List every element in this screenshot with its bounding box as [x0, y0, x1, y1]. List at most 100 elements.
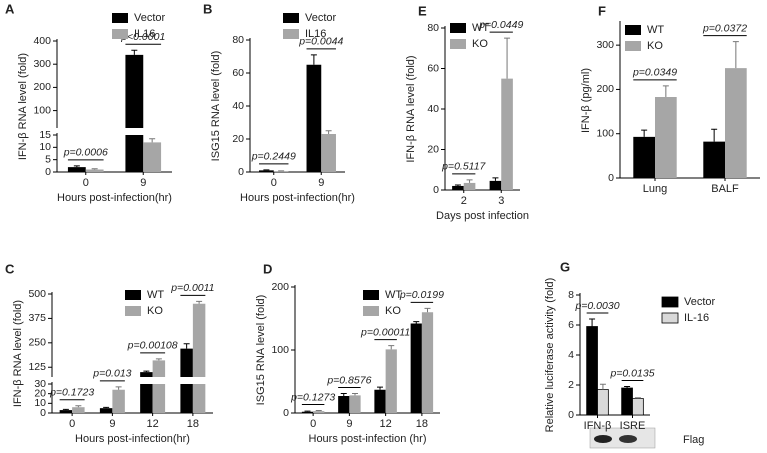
x-tick-label: 18 — [187, 418, 199, 430]
y-tick-label: 10 — [34, 397, 46, 409]
y-tick-label: 40 — [232, 100, 244, 112]
bar — [374, 389, 386, 413]
bar — [112, 389, 125, 413]
error-bar — [196, 300, 203, 304]
p-value: p=0.0349 — [632, 67, 677, 79]
error-bar — [377, 386, 384, 390]
legend-label: WT — [385, 289, 402, 301]
bar — [621, 387, 633, 416]
error-bar — [662, 85, 669, 97]
panel-letter: E — [418, 3, 427, 18]
x-axis-label: Days post infection — [436, 210, 529, 222]
y-tick-label: 250 — [28, 337, 46, 349]
panel-chart: E 0 20 40 60 80 IFN-β RNA level (fold) Days pos… — [405, 3, 529, 221]
y-tick-label: 300 — [33, 58, 51, 70]
blot-band — [619, 435, 637, 443]
panel-chart: B 0 20 40 60 80 ISG15 RNA level (fold) Hours po… — [203, 1, 355, 203]
y-tick-label: 8 — [568, 289, 574, 301]
bar — [99, 408, 113, 413]
legend-label: IL16 — [305, 28, 326, 40]
bar — [703, 141, 725, 178]
bar — [152, 360, 166, 413]
x-tick-label: 12 — [380, 418, 392, 430]
p-value: p=0.0030 — [574, 300, 619, 312]
y-axis-label: IFN-β RNA level (fold) — [12, 300, 24, 407]
bar — [597, 389, 609, 416]
y-tick-label: 200 — [33, 81, 51, 93]
y-axis-label: IFN-β RNA level (fold) — [405, 55, 417, 162]
p-value: p<0.0001 — [120, 31, 165, 43]
y-tick-label: 80 — [427, 22, 439, 34]
bar — [67, 167, 86, 172]
legend-label: KO — [647, 40, 663, 52]
legend-swatch — [450, 23, 466, 33]
legend-swatch — [283, 13, 299, 23]
error-bar — [115, 386, 122, 390]
y-tick-label: 300 — [596, 39, 614, 51]
y-tick-label: 2 — [568, 379, 574, 391]
error-bar — [310, 54, 317, 65]
legend-label: IL16 — [134, 28, 155, 40]
bar — [85, 169, 104, 172]
legend-swatch — [625, 25, 641, 35]
error-bar — [155, 358, 162, 361]
panel-chart: G 0 2 4 6 8 Relative luciferase activity (fold… — [544, 259, 716, 432]
error-bar — [351, 392, 358, 396]
x-tick-label: ISRE — [620, 420, 646, 432]
bar — [349, 395, 361, 413]
y-tick-label: 0 — [283, 407, 289, 419]
error-bar — [143, 370, 150, 373]
error-bar — [73, 165, 80, 168]
error-bar — [589, 318, 596, 327]
y-tick-label: 0 — [238, 166, 244, 178]
error-bar — [413, 321, 420, 324]
p-value: p=0.013 — [92, 368, 131, 380]
bar — [385, 349, 397, 413]
y-tick-label: 40 — [427, 103, 439, 115]
p-value: p=0.2449 — [251, 151, 296, 163]
y-tick-label: 10 — [39, 141, 51, 153]
bar — [313, 411, 325, 413]
y-tick-label: 20 — [232, 133, 244, 145]
bar — [586, 326, 598, 416]
bar — [59, 410, 73, 413]
y-tick-label: 375 — [28, 312, 46, 324]
legend-swatch — [450, 39, 466, 49]
error-bar — [732, 41, 739, 69]
bar — [338, 395, 350, 413]
error-bar — [304, 410, 311, 412]
error-bar — [75, 405, 82, 408]
p-value: p=0.0011 — [170, 282, 214, 294]
x-tick-label: 3 — [498, 195, 504, 207]
y-axis-label: IFN-β (pg/ml) — [580, 68, 592, 133]
bar — [192, 303, 206, 413]
error-bar — [183, 343, 190, 349]
legend-swatch — [625, 41, 641, 51]
panel-chart: F 0 100 200 300 IFN-β (pg/ml) Lung p=0.0349 BALF… — [580, 3, 760, 195]
y-tick-label: 6 — [568, 319, 574, 331]
bar — [463, 182, 476, 190]
y-tick-label: 60 — [232, 67, 244, 79]
legend-label: IL-16 — [684, 312, 709, 324]
panel-letter: B — [203, 1, 212, 16]
p-value: p=0.00011 — [360, 326, 410, 338]
y-axis-label: Relative luciferase activity (fold) — [544, 278, 556, 433]
legend-swatch — [661, 312, 679, 324]
error-bar — [492, 177, 499, 181]
y-tick-label: 0 — [433, 184, 439, 196]
error-bar — [149, 138, 156, 143]
legend-swatch — [112, 29, 128, 39]
bar — [72, 407, 85, 413]
y-tick-label: 5 — [45, 153, 51, 165]
p-value: p=0.0199 — [399, 289, 444, 301]
blot-label: Flag — [683, 434, 704, 446]
p-value: p=0.1723 — [49, 387, 94, 399]
error-bar — [131, 49, 138, 55]
y-tick-label: 15 — [39, 129, 51, 141]
panel-chart: D 0 100 200 ISG15 RNA level (fold) Hours post… — [255, 261, 444, 444]
legend-label: KO — [472, 38, 488, 50]
legend-swatch — [363, 306, 379, 316]
y-tick-label: 0 — [45, 166, 51, 178]
legend-swatch — [125, 290, 141, 300]
p-value: p=0.0135 — [609, 367, 654, 379]
